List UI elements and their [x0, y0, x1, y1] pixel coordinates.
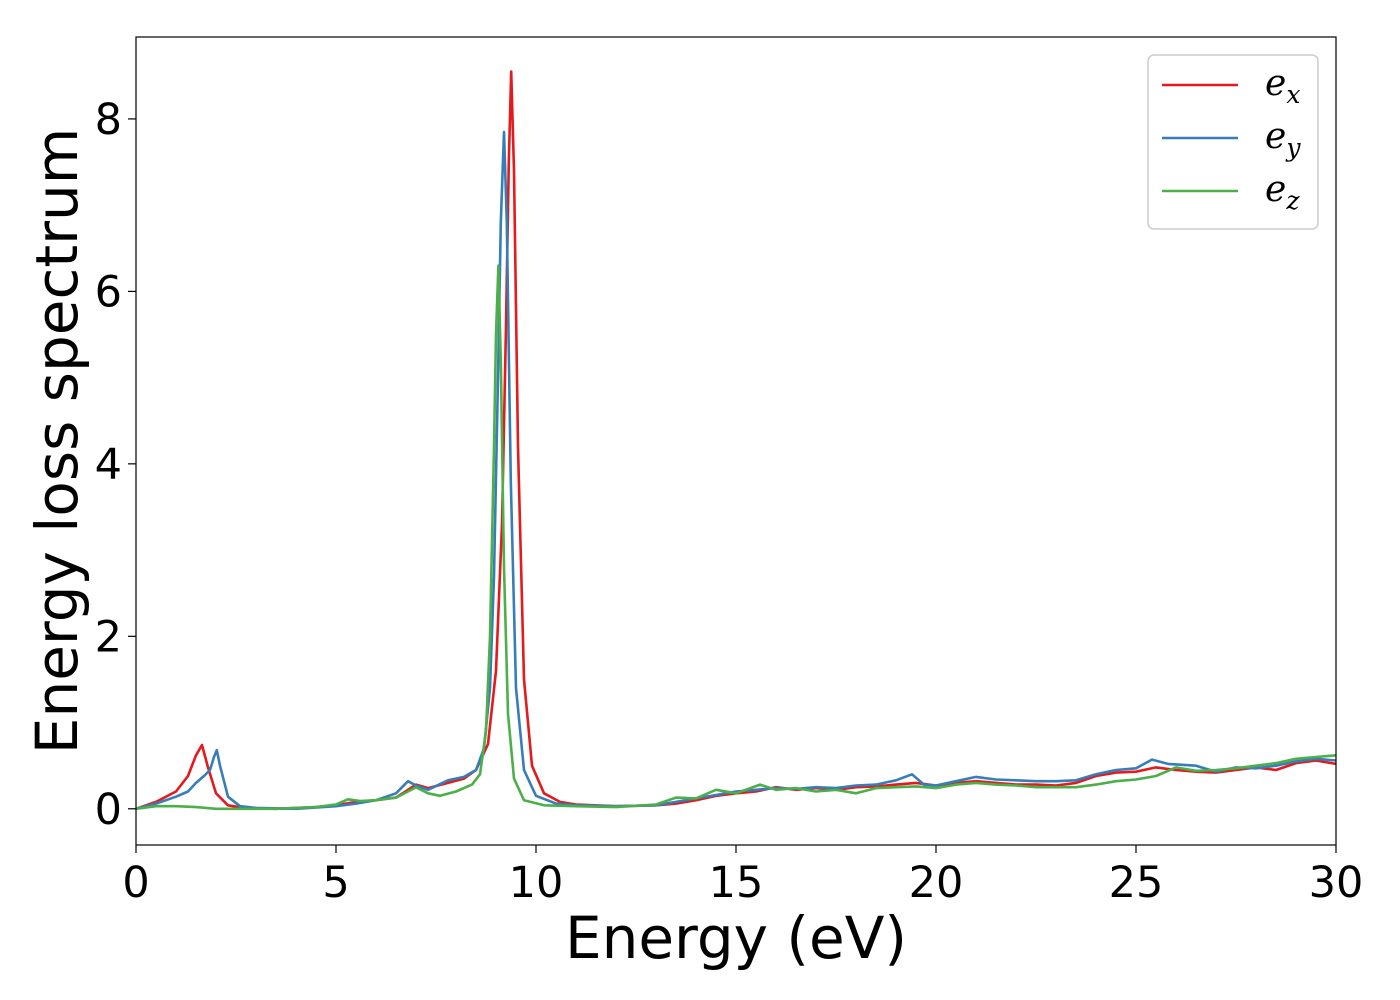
x-tick-label: 25 — [1109, 858, 1164, 908]
legend-box — [1147, 54, 1319, 230]
legend-label-x: ex — [1265, 63, 1300, 109]
x-axis-title: Energy (eV) — [565, 904, 907, 972]
x-tick-label: 10 — [509, 858, 564, 908]
y-axis: 0 2 4 6 8 — [95, 95, 136, 835]
x-tick-label: 15 — [709, 858, 764, 908]
y-tick-label: 0 — [95, 785, 122, 835]
y-tick-label: 2 — [95, 612, 122, 662]
legend-label-y: ey — [1265, 116, 1301, 162]
x-tick-label: 30 — [1309, 858, 1364, 908]
x-tick-label: 20 — [909, 858, 964, 908]
x-tick-label: 5 — [322, 858, 349, 908]
x-axis: 0 5 10 15 20 25 30 — [122, 845, 1363, 908]
y-tick-label: 6 — [95, 267, 122, 317]
series-layer — [135, 70, 1337, 811]
y-tick-label: 4 — [95, 440, 122, 490]
series-line-z — [135, 264, 1337, 811]
x-tick-label: 0 — [122, 858, 149, 908]
y-axis-title: Energy loss spectrum — [23, 128, 91, 754]
y-tick-label: 8 — [95, 95, 122, 145]
